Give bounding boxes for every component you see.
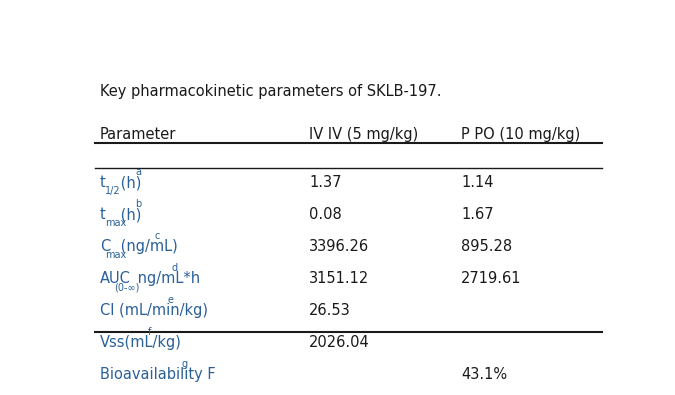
Text: d: d: [171, 263, 178, 273]
Text: 2026.04: 2026.04: [309, 335, 370, 350]
Text: t: t: [100, 207, 106, 222]
Text: t: t: [100, 175, 106, 190]
Text: IV IV (5 mg/kg): IV IV (5 mg/kg): [309, 126, 418, 141]
Text: 1.67: 1.67: [461, 207, 493, 222]
Text: (ng/mL): (ng/mL): [116, 239, 178, 254]
Text: max: max: [105, 250, 126, 260]
Text: (0-∞): (0-∞): [115, 282, 140, 292]
Text: ng/mL*h: ng/mL*h: [133, 271, 200, 286]
Text: Parameter: Parameter: [100, 126, 176, 141]
Text: Bioavailability F: Bioavailability F: [100, 367, 216, 382]
Text: Vss(mL/kg): Vss(mL/kg): [100, 335, 182, 350]
Text: 1/2: 1/2: [105, 186, 121, 196]
Text: AUC: AUC: [100, 271, 131, 286]
Text: 43.1%: 43.1%: [461, 367, 507, 382]
Text: g: g: [182, 359, 188, 369]
Text: max: max: [105, 218, 126, 228]
Text: 895.28: 895.28: [461, 239, 512, 254]
Text: a: a: [135, 167, 141, 177]
Text: 2719.61: 2719.61: [461, 271, 522, 286]
Text: 26.53: 26.53: [309, 303, 351, 318]
Text: 3396.26: 3396.26: [309, 239, 369, 254]
Text: 1.37: 1.37: [309, 175, 342, 190]
Text: (h): (h): [116, 175, 141, 190]
Text: b: b: [135, 199, 141, 209]
Text: Key pharmacokinetic parameters of SKLB-197.: Key pharmacokinetic parameters of SKLB-1…: [100, 84, 441, 99]
Text: P PO (10 mg/kg): P PO (10 mg/kg): [461, 126, 580, 141]
Text: 0.08: 0.08: [309, 207, 342, 222]
Text: C: C: [100, 239, 110, 254]
Text: 3151.12: 3151.12: [309, 271, 370, 286]
Text: f: f: [148, 327, 152, 337]
Text: 1.14: 1.14: [461, 175, 493, 190]
Text: (h): (h): [116, 207, 141, 222]
Text: c: c: [155, 231, 160, 241]
Text: e: e: [167, 295, 173, 305]
Text: Cl (mL/min/kg): Cl (mL/min/kg): [100, 303, 208, 318]
